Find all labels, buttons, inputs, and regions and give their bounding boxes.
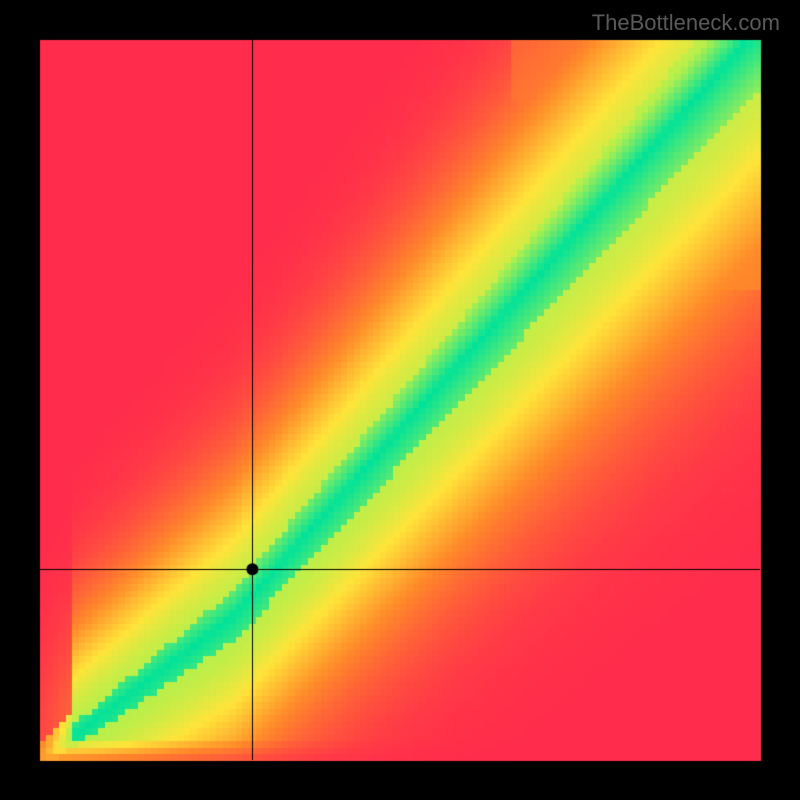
watermark-label: TheBottleneck.com	[592, 10, 780, 36]
chart-container: TheBottleneck.com	[0, 0, 800, 800]
bottleneck-heatmap-canvas	[0, 0, 800, 800]
